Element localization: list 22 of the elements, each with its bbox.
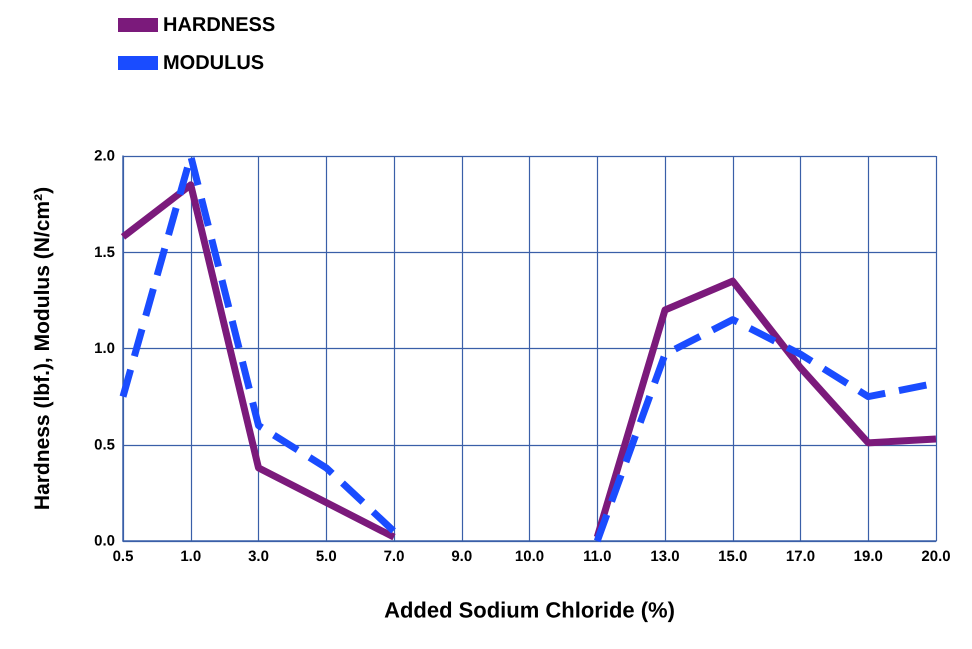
y-axis-title: Hardness (lbf.), Modulus (N/cm²) <box>31 186 54 510</box>
legend-label: HARDNESS <box>163 14 276 36</box>
x-tick-label: 0.5 <box>112 548 134 565</box>
x-tick-label: 17.0 <box>786 548 816 565</box>
y-tick-label: 1.5 <box>94 244 115 261</box>
x-tick-label: 20.0 <box>921 548 951 565</box>
x-tick-label: 9.0 <box>451 548 472 565</box>
x-tick-label: 13.0 <box>650 548 680 565</box>
x-axis-title: Added Sodium Chloride (%) <box>384 598 675 622</box>
y-tick-label: 0.5 <box>94 436 115 454</box>
x-tick-label: 5.0 <box>316 548 337 565</box>
y-tick-label: 1.0 <box>94 340 115 357</box>
y-tick-label: 2.0 <box>94 148 115 164</box>
x-tick-label: 1.0 <box>180 548 202 565</box>
legend-label: MODULUS <box>163 52 264 74</box>
x-tick-label: 11.0 <box>583 548 612 565</box>
y-tick-label: 0.0 <box>94 532 115 550</box>
x-tick-label: 19.0 <box>854 548 883 565</box>
x-tick-label: 10.0 <box>514 548 544 565</box>
x-tick-label: 7.0 <box>384 548 404 565</box>
x-tick-label: 3.0 <box>248 548 269 565</box>
x-tick-label: 15.0 <box>718 548 748 565</box>
